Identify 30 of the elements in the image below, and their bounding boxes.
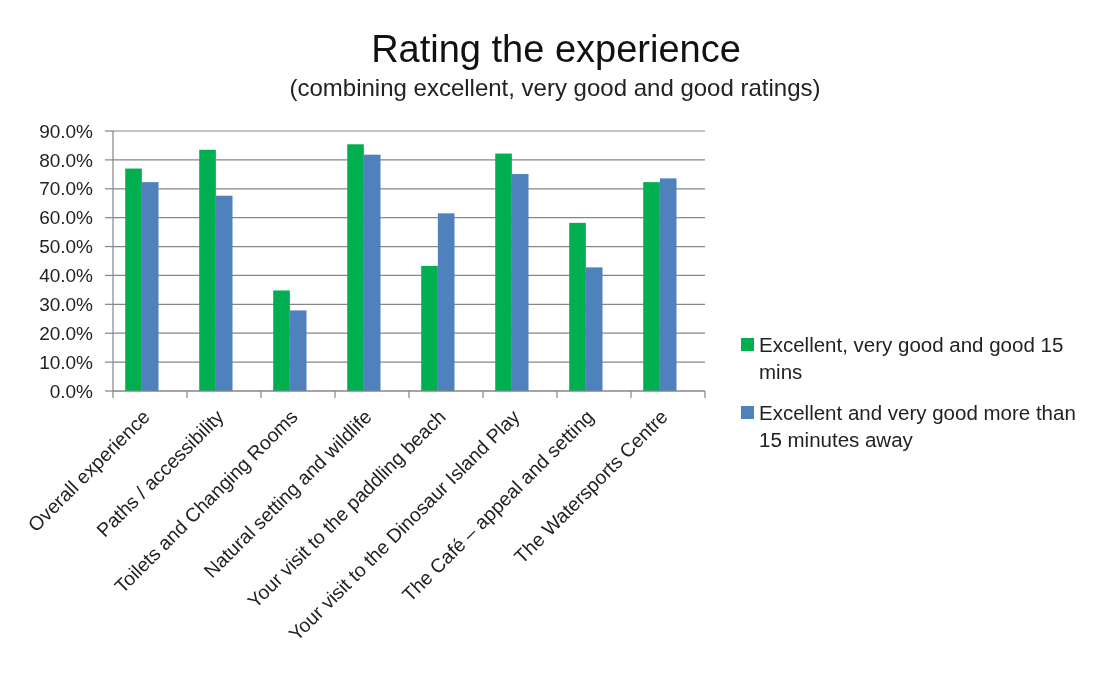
bar [659,178,677,391]
bar [421,265,438,391]
bar [495,153,512,391]
bar [511,174,529,391]
y-tick-label: 40.0% [39,265,94,287]
bar [199,149,216,391]
bar [363,154,381,391]
chart-subtitle: (combining excellent, very good and good ratings) [289,74,821,101]
bar [585,267,603,391]
bar [215,195,233,391]
bar [289,310,307,391]
y-tick-label: 70.0% [39,178,94,200]
y-tick-label: 10.0% [39,351,94,373]
bar [125,168,142,391]
bar [347,144,364,391]
y-tick-label: 0.0% [49,380,94,402]
y-tick-label: 50.0% [39,236,94,258]
chart-title: Rating the experience [371,28,741,70]
y-tick-label: 90.0% [39,120,94,142]
bar [273,290,290,391]
bar [141,182,159,391]
legend-label: Excellent and very good more than 15 minutes away [759,401,1076,451]
bar [643,182,660,391]
y-tick-label: 60.0% [39,207,94,229]
y-tick-label: 20.0% [39,322,94,344]
y-tick-label: 30.0% [39,293,94,315]
bar [437,213,455,391]
y-tick-label: 80.0% [39,149,94,171]
bar [569,222,586,391]
legend-label: Excellent, very good and good 15 mins [759,333,1064,383]
